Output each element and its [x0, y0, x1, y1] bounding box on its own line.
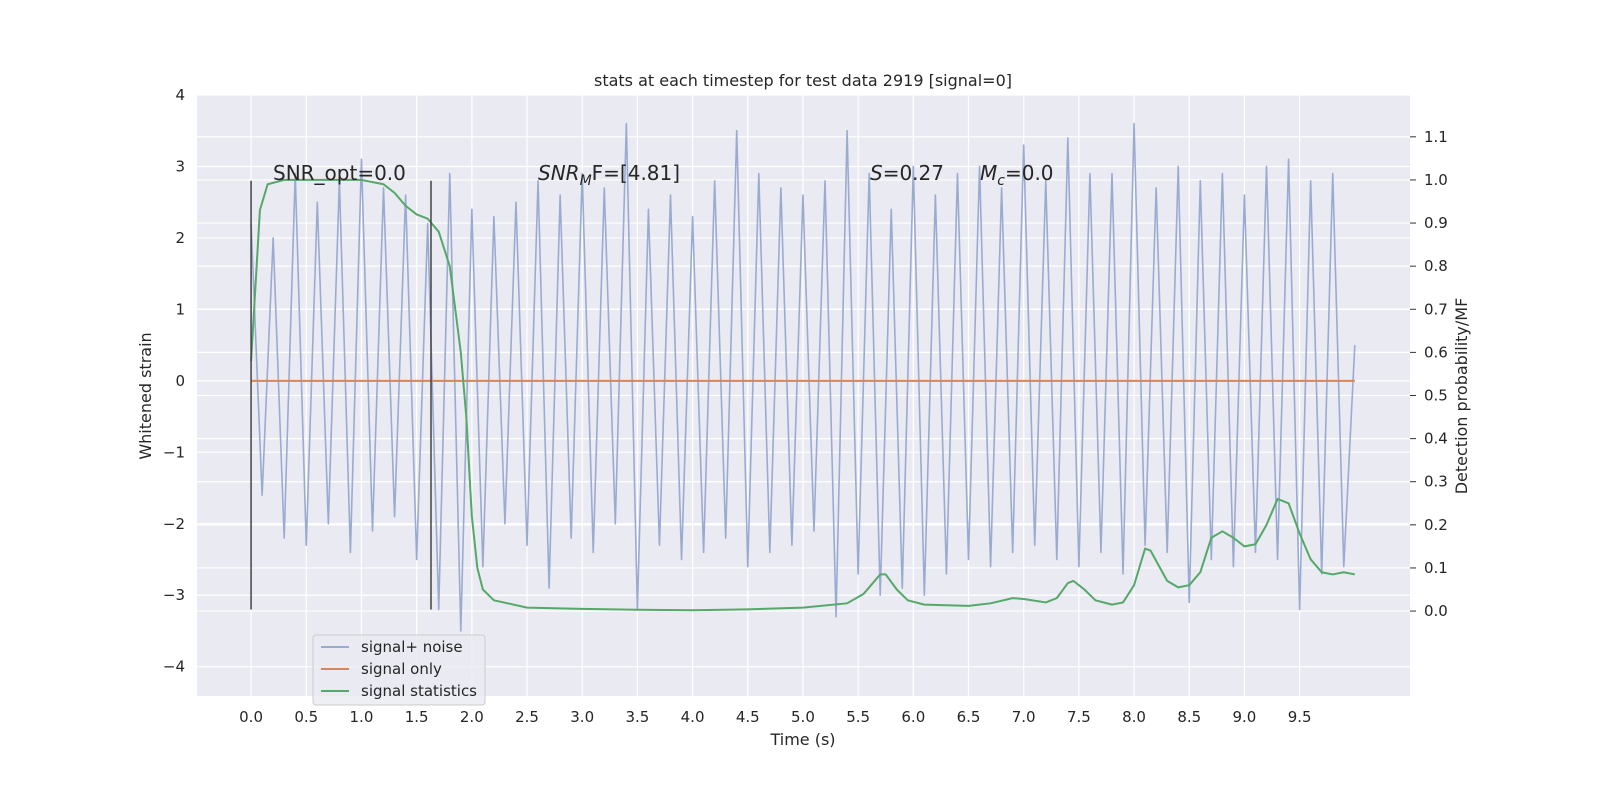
x-tick-label: 3.5	[625, 708, 649, 726]
legend: signal+ noise signal only signal statistic…	[312, 634, 486, 706]
x-tick-label: 6.0	[901, 708, 925, 726]
x-tick-label: 9.5	[1288, 708, 1312, 726]
y2-tick-label: 0.3	[1424, 473, 1448, 491]
y2-axis-label: Detection probability/MF	[1452, 298, 1471, 495]
x-tick-label: 8.0	[1122, 708, 1146, 726]
x-tick-label: 8.5	[1177, 708, 1201, 726]
y2-tick-label: 0.9	[1424, 214, 1448, 232]
y-tick-label: −1	[163, 443, 185, 461]
x-tick-label: 4.5	[736, 708, 760, 726]
chart-title: stats at each timestep for test data 291…	[594, 71, 1012, 90]
y2-tick-label: 0.0	[1424, 602, 1448, 620]
y-axis-label: Whitened strain	[136, 332, 155, 459]
annotation-base: M	[980, 161, 997, 185]
y-tick-label: 0	[175, 372, 185, 390]
legend-box	[312, 634, 486, 706]
x-tick-label: 7.0	[1012, 708, 1036, 726]
annotation-base: S	[870, 161, 883, 185]
x-tick-label: 5.0	[791, 708, 815, 726]
annotation-sub: M	[580, 173, 592, 189]
x-axis-label: Time (s)	[769, 730, 835, 749]
annotation: Mc=0.0	[980, 161, 1054, 189]
series-line	[250, 178, 1356, 612]
y-tick-label: 4	[175, 86, 185, 104]
annotation: S=0.27	[870, 161, 944, 185]
annotation: SNR_opt=0.0	[273, 161, 406, 185]
x-tick-label: 6.5	[957, 708, 981, 726]
y-tick-label: 3	[175, 157, 185, 175]
annotation-tail: =0.0	[1005, 161, 1054, 185]
x-tick-label: 4.0	[681, 708, 705, 726]
series-line	[250, 122, 1356, 632]
x-tick-label: 7.5	[1067, 708, 1091, 726]
y2-tick-label: 0.1	[1424, 559, 1448, 577]
y2-tick-label: 0.4	[1424, 430, 1448, 448]
y2-tick-label: 0.6	[1424, 343, 1448, 361]
annotation-tail: =0.27	[883, 161, 944, 185]
y-tick-label: 1	[175, 300, 185, 318]
y2-tick-label: 0.8	[1424, 257, 1448, 275]
y2-tick-label: 0.2	[1424, 516, 1448, 534]
annotation: SNRMF=[4.81]	[538, 161, 680, 189]
x-tick-label: 1.5	[405, 708, 429, 726]
x-tick-label: 0.5	[294, 708, 318, 726]
x-tick-label: 1.0	[350, 708, 374, 726]
legend-label: signal statistics	[361, 682, 477, 700]
y2-tick-label: 0.5	[1424, 387, 1448, 405]
legend-label: signal only	[361, 660, 442, 678]
legend-label: signal+ noise	[361, 638, 463, 656]
annotation-tail: F=[4.81]	[592, 161, 680, 185]
marks	[250, 122, 1356, 632]
y-tick-label: −4	[163, 658, 185, 676]
annotation-base: SNR_opt=0.0	[273, 161, 406, 185]
y2-tick-label: 1.0	[1424, 171, 1448, 189]
x-tick-label: 9.0	[1233, 708, 1257, 726]
y-tick-label: −2	[163, 515, 185, 533]
x-tick-label: 5.5	[846, 708, 870, 726]
annotation-base: SNR	[538, 161, 580, 185]
y-tick-label: −3	[163, 586, 185, 604]
x-tick-label: 3.0	[570, 708, 594, 726]
annotation-sub: c	[997, 173, 1005, 189]
x-tick-label: 0.0	[239, 708, 263, 726]
y2-tick-label: 0.7	[1424, 300, 1448, 318]
labels: 0.0 0.5 1.0 1.5 2.0 2.5 3.0 3.5 4.0 4.5 5.0 5.5 6.0 6…	[163, 86, 1448, 726]
y-tick-label: 2	[175, 229, 185, 247]
y2-tick-label: 1.1	[1424, 128, 1448, 146]
x-tick-label: 2.5	[515, 708, 539, 726]
x-tick-label: 2.0	[460, 708, 484, 726]
